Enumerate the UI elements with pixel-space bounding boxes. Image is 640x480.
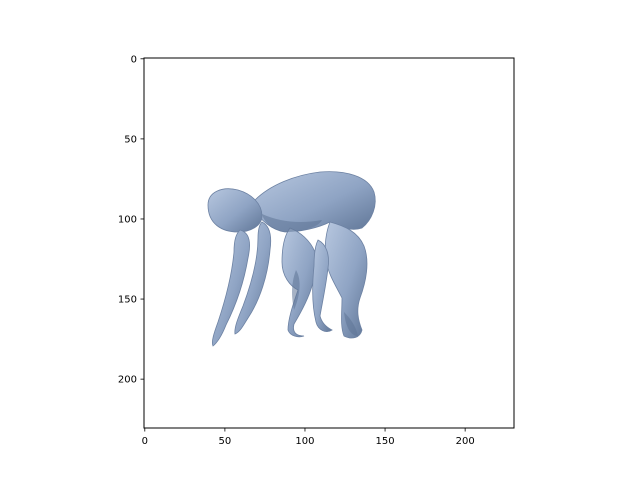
y-tick-label: 150 [118,295,137,306]
figure-shadow-foot [344,312,358,336]
figure-shadow-leg [292,270,300,310]
x-tick-label: 0 [142,436,148,447]
x-axis: 0 50 100 150 200 [142,428,475,447]
y-tick-label: 100 [118,214,137,225]
y-tick-label: 0 [131,54,137,65]
axes-frame [143,57,515,429]
y-tick-label: 50 [124,134,137,145]
figure-shading [262,214,358,336]
figure-right-arm [234,221,272,335]
y-tick-label: 200 [118,375,137,386]
figure-forearm [312,239,333,332]
x-tick-label: 200 [456,436,475,447]
figure-left-arm [211,229,250,347]
y-axis: 0 50 100 150 200 [118,54,144,386]
figure-shadow-back [262,214,322,232]
figure-head [207,188,263,233]
x-tick-label: 100 [295,436,314,447]
x-tick-label: 50 [219,436,232,447]
x-tick-label: 150 [376,436,395,447]
